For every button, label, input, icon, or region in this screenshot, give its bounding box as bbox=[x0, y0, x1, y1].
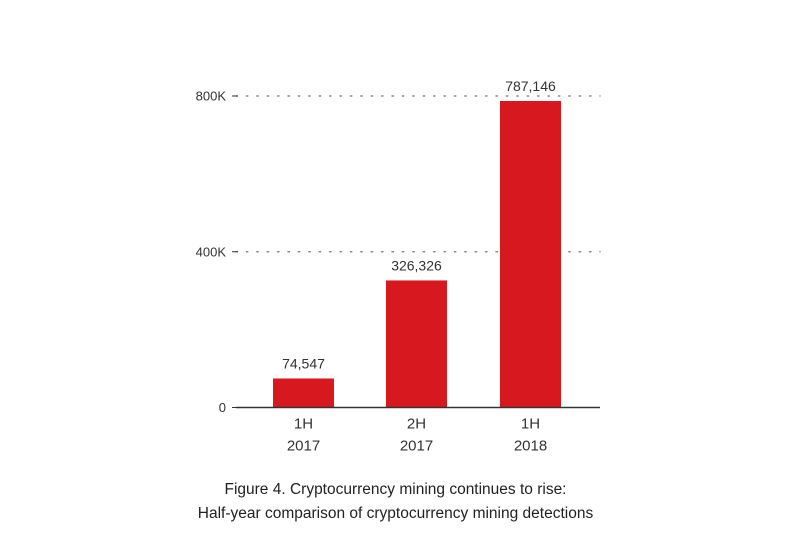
y-tick-label: 800K bbox=[196, 89, 227, 104]
bar-value-label: 74,547 bbox=[282, 355, 325, 371]
bar bbox=[386, 280, 447, 408]
labels-layer: 0 400K 800K 74,547 1H 2017 326,326 2H 2017 787,14… bbox=[196, 78, 556, 454]
y-tick-label: 0 bbox=[219, 400, 226, 415]
bar bbox=[273, 378, 334, 408]
bars-layer bbox=[273, 101, 561, 408]
bar-value-label: 787,146 bbox=[505, 78, 556, 94]
bar-value-label: 326,326 bbox=[391, 257, 442, 273]
x-category-label: 2018 bbox=[514, 438, 547, 455]
caption-line-2: Half-year comparison of cryptocurrency m… bbox=[197, 505, 594, 522]
x-category-label: 2H bbox=[407, 416, 426, 433]
x-category-label: 2017 bbox=[400, 438, 433, 455]
axis-layer bbox=[232, 95, 600, 409]
caption-line-1: Figure 4. Cryptocurrency mining continue… bbox=[224, 481, 567, 498]
bar bbox=[500, 101, 561, 408]
y-tick-label: 400K bbox=[196, 244, 227, 259]
x-category-label: 2017 bbox=[287, 438, 320, 455]
x-category-label: 1H bbox=[521, 416, 540, 433]
x-category-label: 1H bbox=[294, 416, 313, 433]
bar-chart: 0 400K 800K 74,547 1H 2017 326,326 2H 2017 787,14… bbox=[196, 78, 601, 455]
